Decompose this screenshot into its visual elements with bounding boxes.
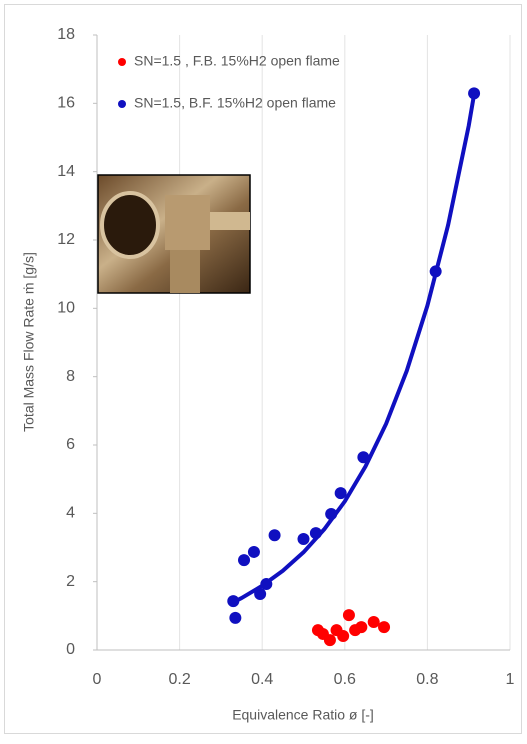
data-point	[334, 487, 347, 500]
y-tick-label: 14	[57, 163, 75, 180]
inset-photo	[97, 174, 251, 294]
data-point	[357, 451, 370, 464]
data-point	[468, 87, 481, 100]
x-tick-label: 0	[93, 671, 102, 688]
y-tick-label: 0	[66, 641, 75, 658]
y-tick-label: 6	[66, 436, 75, 453]
data-point	[247, 545, 260, 558]
chart-border	[4, 4, 522, 734]
y-tick-label: 12	[57, 231, 75, 248]
x-tick-label: 0.2	[168, 671, 190, 688]
y-tick-label: 4	[66, 505, 75, 522]
data-point	[229, 611, 242, 624]
y-tick-label: 16	[57, 95, 75, 112]
y-tick-label: 18	[57, 26, 75, 43]
x-tick-label: 0.6	[334, 671, 356, 688]
legend-label: SN=1.5 , F.B. 15%H2 open flame	[134, 53, 340, 69]
x-tick-label: 0.8	[416, 671, 438, 688]
x-tick-label: 0.4	[251, 671, 273, 688]
data-point	[297, 532, 310, 545]
data-point	[323, 634, 336, 647]
y-tick-label: 10	[57, 300, 75, 317]
data-point	[342, 609, 355, 622]
data-point	[429, 265, 442, 278]
data-point	[227, 595, 240, 608]
legend-marker	[118, 58, 126, 66]
data-point	[254, 587, 267, 600]
data-point	[337, 629, 350, 642]
data-point	[355, 621, 368, 634]
y-axis-title: Total Mass Flow Rate ṁ [g/s]	[21, 252, 37, 432]
x-axis-title: Equivalence Ratio ø [-]	[232, 707, 374, 723]
y-tick-label: 2	[66, 573, 75, 590]
x-tick-label: 1	[506, 671, 515, 688]
data-point	[309, 527, 322, 540]
data-point	[378, 621, 391, 634]
data-point	[325, 508, 338, 521]
legend-marker	[118, 100, 126, 108]
data-point	[268, 529, 281, 542]
y-tick-label: 8	[66, 368, 75, 385]
data-point	[260, 578, 273, 591]
data-point	[367, 615, 380, 628]
data-point	[238, 554, 251, 567]
legend-label: SN=1.5, B.F. 15%H2 open flame	[134, 95, 336, 111]
